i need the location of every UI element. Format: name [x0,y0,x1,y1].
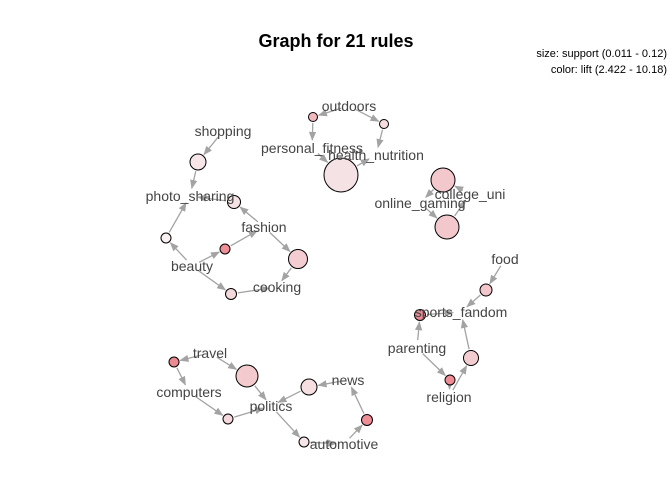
edge-r2-health_nutrition [376,129,384,149]
item-label-cooking: cooking [253,279,301,295]
edge-automotive-r20 [349,424,363,439]
edge-shopping-r4 [203,136,219,156]
edge-beauty-r8 [169,242,188,261]
item-label-personal-fitness: personal_fitness [261,140,363,156]
rule-node-r1 [308,112,318,122]
rule-node-r3 [323,157,359,193]
edge-online_gaming-r7 [425,207,438,219]
edge-food-r12 [489,265,502,285]
rule-node-r17 [235,364,259,388]
rule-node-r11 [225,288,237,300]
rule-node-r4 [189,153,207,171]
item-label-sports-fandom: sports_fandom [415,304,508,320]
rule-node-r5 [227,195,241,209]
rule-nodes [160,112,493,448]
rule-node-r8 [160,232,172,244]
edge-beauty-r9 [198,251,221,263]
edge-religion-r14 [452,365,468,391]
rule-node-r18 [300,378,318,396]
legend-color: color: lift (2.422 - 10.18) [551,64,667,76]
item-label-religion: religion [426,389,471,405]
item-label-politics: politics [250,398,293,414]
edge-college_uni-r6 [454,185,464,194]
graph-title: Graph for 21 rules [258,31,413,51]
rule-node-r6 [430,167,456,193]
edge-r16-computers [176,367,186,386]
rule-node-r7 [434,214,460,240]
edge-r18-politics [277,390,301,403]
edge-r17-politics [254,385,267,401]
edge-r6-online_gaming [425,188,435,198]
edge-r12-sports_fandom [466,294,481,308]
item-label-automotive: automotive [310,436,379,452]
edge-travel-r16 [179,354,203,362]
edge-fashion-r5 [239,206,259,223]
item-label-food: food [491,251,518,267]
edge-r19-politics [234,407,265,418]
edge-r9-fashion [230,230,258,247]
edge-beauty-r11 [198,270,227,291]
rule-node-r21 [298,436,310,448]
edge-computers-r19 [195,396,224,416]
edge-r8-photo_sharing [168,202,187,233]
edge-outdoors-r2 [355,109,380,122]
rule-node-r16 [168,356,180,368]
item-label-health-nutrition: health_nutrition [328,147,424,163]
edge-r20-news [350,386,365,414]
edge-personal_fitness-r3 [317,153,329,164]
rule-node-r2 [379,119,389,129]
item-label-computers: computers [156,384,221,400]
rule-node-r9 [219,243,231,255]
edge-parenting-r13 [415,321,423,341]
item-label-travel: travel [193,345,227,361]
rule-node-r10 [288,249,308,269]
edge-r3-health_nutrition [356,158,370,167]
edge-r13-sports_fandom [426,309,454,317]
item-label-photo-sharing: photo_sharing [146,188,235,204]
rule-node-r15 [444,374,456,386]
edge-fashion-r10 [269,232,291,253]
edge-outdoors-r1 [317,107,342,117]
rule-node-r19 [222,413,234,425]
rule-node-r12 [479,283,493,297]
edge-r21-automotive [310,439,337,447]
edge-r4-photo_sharing [190,171,198,190]
item-label-shopping: shopping [195,123,252,139]
item-label-online-gaming: online_gaming [374,195,465,211]
edge-r7-college_uni [454,199,466,217]
item-label-beauty: beauty [171,258,213,274]
edge-r11-cooking [237,285,270,294]
item-label-college-uni: college_uni [435,186,506,202]
edge-news-r18 [317,380,341,388]
edge-r14-sports_fandom [460,318,470,350]
edge-r10-cooking [281,267,292,282]
item-label-fashion: fashion [241,219,286,235]
edge-r1-personal_fitness [308,122,317,141]
rule-node-r13 [414,309,426,321]
item-label-outdoors: outdoors [322,98,376,114]
edge-travel-r17 [216,356,238,370]
legend-size: size: support (0.011 - 0.12) [536,48,667,60]
item-label-parenting: parenting [388,340,446,356]
item-labels: outdoors shopping personal_fitnesshealth_n… [146,98,519,452]
item-label-news: news [332,372,365,388]
rule-node-r20 [361,414,373,426]
rule-node-r14 [463,350,479,366]
edges [168,107,502,447]
edge-r5-photo_sharing [196,194,227,202]
edge-politics-r21 [275,411,301,438]
edge-parenting-r15 [422,353,446,377]
